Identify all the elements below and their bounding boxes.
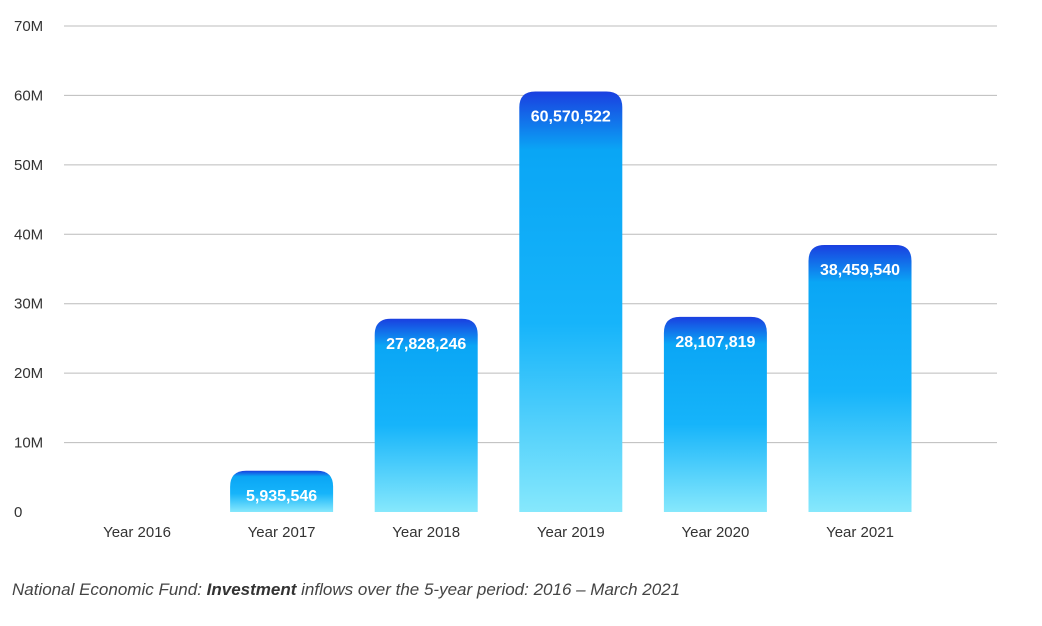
bar-value-label: 60,570,522 [531,108,611,125]
bar [230,470,334,512]
y-axis-ticks: 0 10M 20M 30M 40M 50M 60M 70M [14,18,43,521]
caption-suffix: inflows over the 5-year period: 2016 – M… [296,580,681,599]
x-category-label: Year 2020 [681,524,749,541]
caption-bold: Investment [206,580,297,599]
bar [519,91,623,512]
x-category-label: Year 2021 [826,524,894,541]
y-tick-label: 60M [14,87,43,104]
caption-prefix: National Economic Fund: [12,580,207,599]
bar-value-label: 28,107,819 [675,334,755,351]
y-tick-label: 40M [14,226,43,243]
bar [374,318,478,512]
bar [808,244,912,513]
y-tick-label: 10M [14,435,43,452]
x-category-label: Year 2018 [392,524,460,541]
y-tick-label: 30M [14,296,43,313]
y-tick-label: 20M [14,365,43,382]
bar-value-label: 5,935,546 [246,488,317,505]
y-tick-label: 70M [14,18,43,35]
chart-caption: National Economic Fund: Investment inflo… [12,580,680,600]
bar [663,316,767,512]
x-category-label: Year 2017 [248,524,316,541]
x-category-label: Year 2019 [537,524,605,541]
bars: 5,935,546 27,828,246 60,570,522 28,107,819 3… [230,91,912,513]
y-tick-label: 50M [14,157,43,174]
bar-value-label: 27,828,246 [386,336,466,353]
y-tick-label: 0 [14,504,22,521]
bar-chart: 0 10M 20M 30M 40M 50M 60M 70M 5,935,546 27,828,2… [14,18,997,541]
bar-value-label: 38,459,540 [820,262,900,279]
x-category-label: Year 2016 [103,524,171,541]
x-axis-labels: Year 2016 Year 2017 Year 2018 Year 2019 Year… [103,524,894,541]
